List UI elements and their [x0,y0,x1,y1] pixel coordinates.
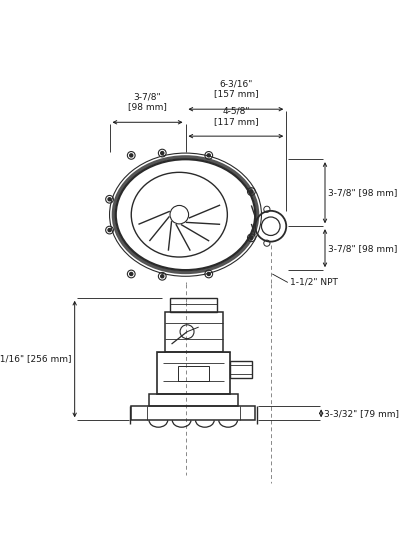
Circle shape [161,275,164,278]
Bar [170,298,217,312]
Circle shape [108,228,111,232]
Bar [157,351,231,394]
Text: 3-3/32" [79 mm]: 3-3/32" [79 mm] [324,409,399,418]
Text: 3-7/8" [98 mm]: 3-7/8" [98 mm] [328,243,397,253]
Text: 3-7/8"
[98 mm]: 3-7/8" [98 mm] [128,92,167,111]
Text: 1-1/2" NPT: 1-1/2" NPT [290,278,338,287]
Bar [149,394,238,407]
Text: 4-5/8"
[117 mm]: 4-5/8" [117 mm] [213,107,258,126]
Bar [164,312,223,351]
Text: 6-3/16"
[157 mm]: 6-3/16" [157 mm] [213,79,258,99]
Circle shape [130,272,133,276]
Circle shape [250,190,253,193]
Circle shape [108,198,111,201]
Text: 3-7/8" [98 mm]: 3-7/8" [98 mm] [328,188,397,197]
Text: 10-1/16" [256 mm]: 10-1/16" [256 mm] [0,355,71,364]
Circle shape [207,154,210,157]
Bar [178,365,209,381]
Bar [231,361,252,378]
Bar [131,407,255,421]
Circle shape [130,154,133,157]
Circle shape [207,272,210,276]
Circle shape [250,236,253,240]
Circle shape [161,152,164,155]
